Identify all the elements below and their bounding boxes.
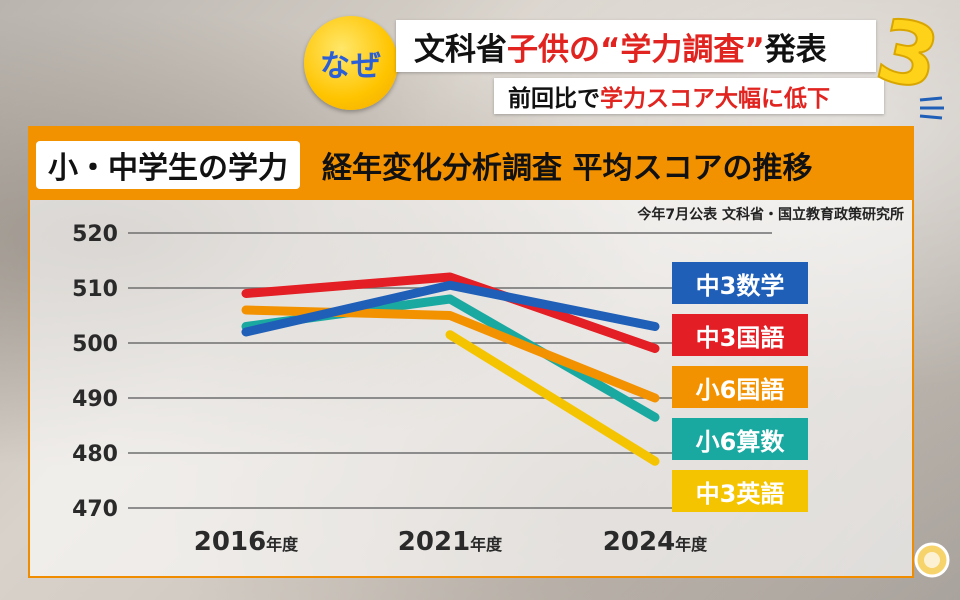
headline-part2: 発表	[764, 31, 827, 68]
subheadline-red: 学力スコア大幅に低下	[600, 86, 830, 112]
headline: 文科省 子供の“学力調査” 発表	[396, 20, 876, 72]
series-line	[241, 272, 660, 353]
x-tick-label: 2021年度	[398, 527, 503, 557]
legend-item: 中3英語	[672, 470, 808, 512]
legend-item: 中3数学	[672, 262, 808, 304]
chart-title-rest: 経年変化分析調査 平均スコアの推移	[322, 151, 813, 186]
badge-label: なぜ	[320, 49, 382, 84]
series-line	[445, 330, 660, 466]
y-tick-label: 490	[72, 387, 118, 412]
legend-item: 小6国語	[672, 366, 808, 408]
y-tick-label: 510	[72, 277, 118, 302]
series-line	[241, 280, 660, 337]
headline-part1: 文科省	[414, 31, 507, 68]
x-tick-label: 2016年度	[194, 527, 299, 557]
headline-red: 子供の“学力調査”	[507, 31, 765, 68]
sparkle-icon	[919, 96, 944, 120]
subheadline: 前回比で 学力スコア大幅に低下	[494, 78, 884, 114]
subheadline-part1: 前回比で	[508, 86, 600, 112]
x-tick-label: 2024年度	[603, 527, 708, 557]
legend-item: 中3国語	[672, 314, 808, 356]
channel-logo-icon	[914, 542, 950, 578]
why-badge: なぜ	[304, 16, 398, 110]
y-tick-label: 500	[72, 332, 118, 357]
y-tick-label: 480	[72, 442, 118, 467]
y-tick-label: 470	[72, 497, 118, 522]
chart-title-boxed: 小・中学生の学力	[36, 141, 300, 189]
source-note: 今年7月公表 文科省・国立教育政策研究所	[637, 207, 904, 223]
y-tick-label: 520	[72, 222, 118, 247]
legend-item: 小6算数	[672, 418, 808, 460]
